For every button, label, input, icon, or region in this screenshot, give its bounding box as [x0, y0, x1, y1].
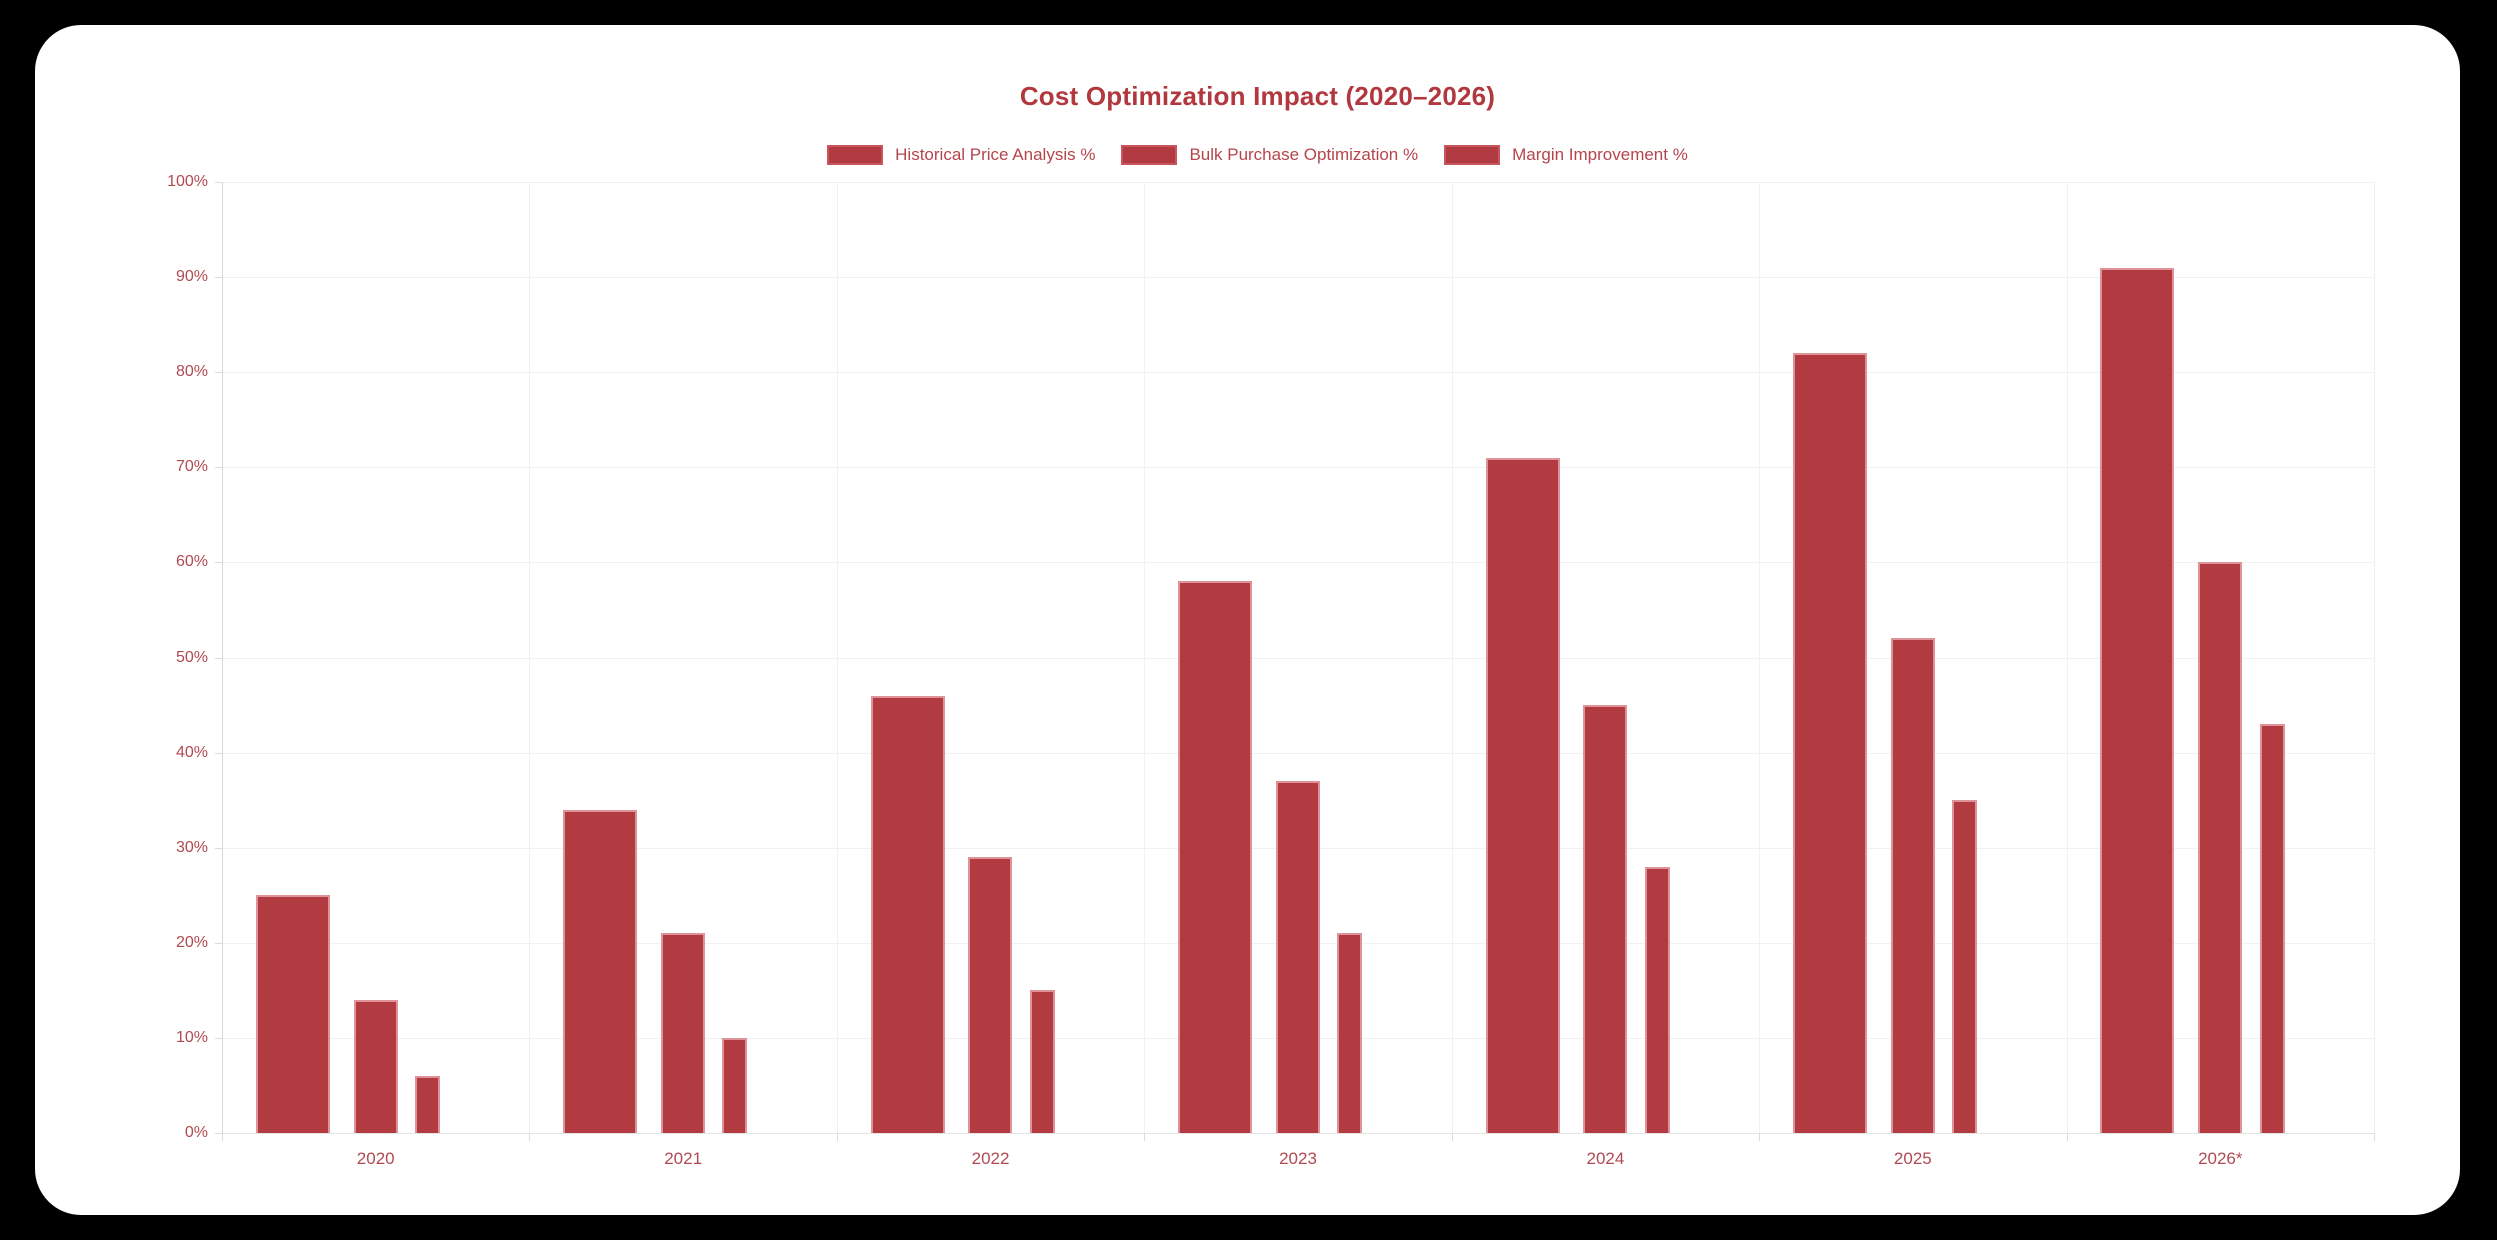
- x-tick: [2374, 1133, 2375, 1141]
- y-tick: [215, 372, 222, 374]
- bar-2022-series2[interactable]: [968, 857, 1013, 1133]
- legend-swatch: [1121, 145, 1178, 165]
- y-tick-label: 70%: [175, 458, 208, 476]
- bar-2024-series1[interactable]: [1485, 457, 1560, 1133]
- y-tick: [215, 277, 222, 279]
- bar-2025-series2[interactable]: [1890, 638, 1935, 1133]
- y-tick-label: 90%: [175, 268, 208, 286]
- bar-2024-series2[interactable]: [1583, 705, 1628, 1133]
- y-tick-label: 20%: [175, 933, 208, 951]
- legend-label: Bulk Purchase Optimization %: [1189, 145, 1419, 164]
- bar-chart: Cost Optimization Impact (2020–2026) His…: [100, 45, 2415, 1195]
- x-tick-label: 2022: [971, 1149, 1010, 1168]
- bar-2025-series1[interactable]: [1792, 353, 1867, 1133]
- legend-swatch: [827, 145, 884, 165]
- x-tick: [1144, 1133, 1146, 1141]
- x-tick-label: 2023: [1279, 1149, 1317, 1168]
- gridline-h: [222, 467, 2374, 469]
- bar-2024-series3[interactable]: [1644, 866, 1670, 1133]
- gridline-h: [222, 277, 2374, 279]
- y-tick-label: 0%: [184, 1124, 208, 1141]
- x-tick-label: 2020: [356, 1149, 395, 1168]
- bar-2021-series3[interactable]: [722, 1037, 748, 1133]
- y-tick-label: 80%: [175, 363, 208, 381]
- y-axis-line: [222, 182, 223, 1133]
- y-tick: [215, 1133, 222, 1134]
- chart-title: Cost Optimization Impact (2020–2026): [1019, 81, 1496, 111]
- bar-2022-series3[interactable]: [1029, 990, 1055, 1133]
- bar-2023-series2[interactable]: [1275, 781, 1320, 1133]
- bar-2021-series1[interactable]: [563, 809, 638, 1133]
- y-tick-label: 50%: [175, 648, 208, 666]
- y-tick-label: 60%: [175, 553, 208, 571]
- y-tick: [215, 657, 222, 659]
- y-tick-label: 40%: [175, 743, 208, 761]
- x-tick: [836, 1133, 838, 1141]
- legend-label: Margin Improvement %: [1512, 145, 1688, 164]
- x-tick-label: 2024: [1586, 1149, 1625, 1168]
- gridline-v: [1451, 182, 1453, 1133]
- x-tick-label: 2025: [1893, 1149, 1932, 1168]
- y-tick: [215, 1037, 222, 1039]
- bar-2020-series3[interactable]: [415, 1075, 441, 1133]
- bar-2026*-series3[interactable]: [2259, 724, 2285, 1133]
- y-tick: [215, 182, 222, 183]
- gridline-h: [222, 657, 2374, 659]
- gridline-h: [222, 372, 2374, 374]
- gridline-v: [836, 182, 838, 1133]
- bar-2026*-series1[interactable]: [2100, 267, 2175, 1133]
- y-tick: [215, 467, 222, 469]
- gridline-h: [222, 752, 2374, 754]
- y-tick: [215, 942, 222, 944]
- plot-area[interactable]: 0% 10% 20% 30% 40% 50% 60% 70% 80% 90% 100% 2020 202…: [167, 173, 2375, 1168]
- gridline-v: [529, 182, 531, 1133]
- bar-2026*-series2[interactable]: [2198, 562, 2243, 1133]
- gridline-v: [2066, 182, 2068, 1133]
- x-tick-label: 2021: [664, 1149, 703, 1168]
- x-tick-label: 2026*: [2198, 1149, 2243, 1168]
- y-tick-label: 100%: [167, 173, 208, 190]
- y-tick: [215, 752, 222, 754]
- x-tick: [2066, 1133, 2068, 1141]
- bar-2020-series1[interactable]: [255, 895, 330, 1133]
- x-tick: [1451, 1133, 1453, 1141]
- legend-item-3[interactable]: Margin Improvement %: [1444, 145, 1688, 165]
- bar-2025-series3[interactable]: [1952, 800, 1978, 1133]
- y-tick: [215, 562, 222, 564]
- bar-2023-series1[interactable]: [1178, 581, 1253, 1133]
- y-tick-label: 30%: [175, 838, 208, 856]
- x-tick: [222, 1133, 223, 1141]
- gridline-h: [222, 182, 2374, 183]
- legend-swatch: [1444, 145, 1501, 165]
- bar-2022-series1[interactable]: [870, 695, 945, 1133]
- legend-label: Historical Price Analysis %: [895, 145, 1096, 164]
- chart-card: Cost Optimization Impact (2020–2026) His…: [35, 25, 2460, 1215]
- chart-legend: Historical Price Analysis % Bulk Purchase…: [100, 145, 2415, 165]
- gridline-h: [222, 1133, 2374, 1134]
- bar-2021-series2[interactable]: [661, 933, 705, 1133]
- y-tick-label: 10%: [175, 1028, 208, 1046]
- x-tick: [529, 1133, 531, 1141]
- gridline-v: [1759, 182, 1761, 1133]
- gridline-v: [2374, 182, 2375, 1133]
- bar-2020-series2[interactable]: [353, 999, 398, 1133]
- y-tick: [215, 847, 222, 849]
- x-tick: [1759, 1133, 1761, 1141]
- legend-item-2[interactable]: Bulk Purchase Optimization %: [1121, 145, 1418, 165]
- gridline-v: [1144, 182, 1146, 1133]
- bar-2023-series3[interactable]: [1337, 933, 1363, 1133]
- legend-item-1[interactable]: Historical Price Analysis %: [827, 145, 1095, 165]
- gridline-h: [222, 562, 2374, 564]
